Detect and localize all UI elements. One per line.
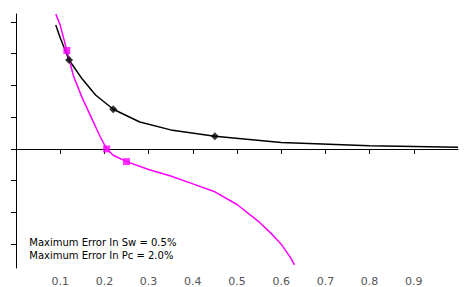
svg-text:0.6: 0.6 bbox=[272, 275, 290, 287]
svg-text:0.4: 0.4 bbox=[184, 275, 202, 287]
svg-text:0.9: 0.9 bbox=[405, 275, 423, 287]
svg-text:Maximum Error In Sw = 0.5%: Maximum Error In Sw = 0.5% bbox=[29, 237, 176, 248]
svg-text:0.1: 0.1 bbox=[51, 275, 68, 287]
svg-text:0.2: 0.2 bbox=[96, 275, 114, 287]
svg-text:0.7: 0.7 bbox=[317, 275, 335, 287]
svg-text:0.5: 0.5 bbox=[228, 275, 246, 287]
svg-text:0.3: 0.3 bbox=[140, 275, 158, 287]
svg-text:0.8: 0.8 bbox=[361, 275, 379, 287]
svg-text:Maximum Error In Pc = 2.0%: Maximum Error In Pc = 2.0% bbox=[29, 250, 173, 261]
